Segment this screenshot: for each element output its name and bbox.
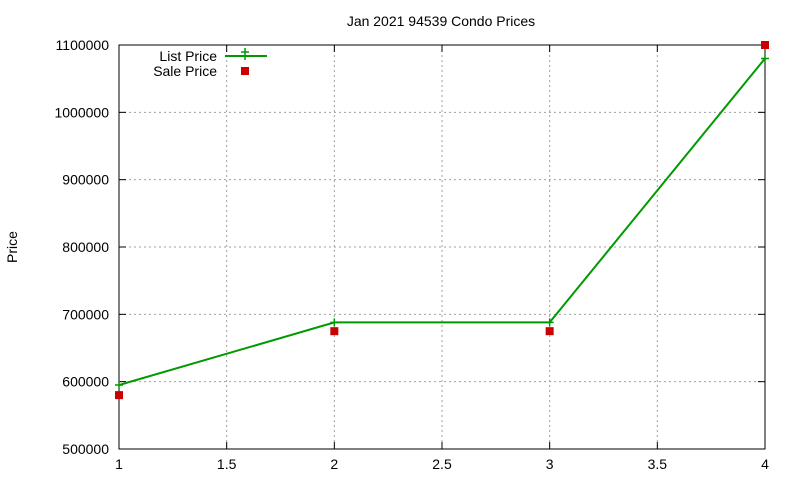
- chart-title: Jan 2021 94539 Condo Prices: [347, 13, 535, 29]
- x-tick-label: 3.5: [648, 456, 668, 472]
- x-tick-label: 2.5: [432, 456, 452, 472]
- data-point-list-price: [761, 54, 769, 63]
- legend-marker-sale-price: [241, 67, 249, 75]
- data-point-sale-price: [330, 327, 339, 336]
- x-tick-label: 4: [761, 456, 769, 472]
- y-tick-label: 600000: [62, 374, 109, 390]
- legend-marker-list-price: [241, 48, 249, 60]
- y-tick-label: 1000000: [54, 104, 109, 120]
- legend-label-list-price: List Price: [159, 48, 217, 64]
- y-tick-label: 800000: [62, 239, 109, 255]
- y-tick-label: 500000: [62, 441, 109, 457]
- y-tick-label: 700000: [62, 306, 109, 322]
- y-axis-label: Price: [4, 231, 20, 263]
- data-point-list-price: [545, 318, 554, 327]
- x-tick-label: 1.5: [217, 456, 237, 472]
- data-point-sale-price: [545, 327, 554, 336]
- legend: List Price Sale Price: [153, 48, 267, 79]
- series-line-list-price: [118, 57, 766, 386]
- y-tick-label: 1100000: [56, 37, 110, 53]
- x-tick-label: 3: [546, 456, 554, 472]
- grid-lines: [119, 45, 765, 449]
- x-tick-label: 2: [330, 456, 338, 472]
- data-point-sale-price: [115, 391, 123, 400]
- data-point-sale-price: [761, 41, 769, 49]
- axis-ticks: 500000 600000 700000 800000 900000 1000000 110…: [54, 37, 769, 472]
- data-point-list-price: [330, 318, 339, 327]
- y-tick-label: 900000: [62, 172, 109, 188]
- data-series: [115, 41, 769, 400]
- x-tick-label: 1: [115, 456, 123, 472]
- data-point-list-price: [115, 381, 123, 390]
- legend-label-sale-price: Sale Price: [153, 63, 217, 79]
